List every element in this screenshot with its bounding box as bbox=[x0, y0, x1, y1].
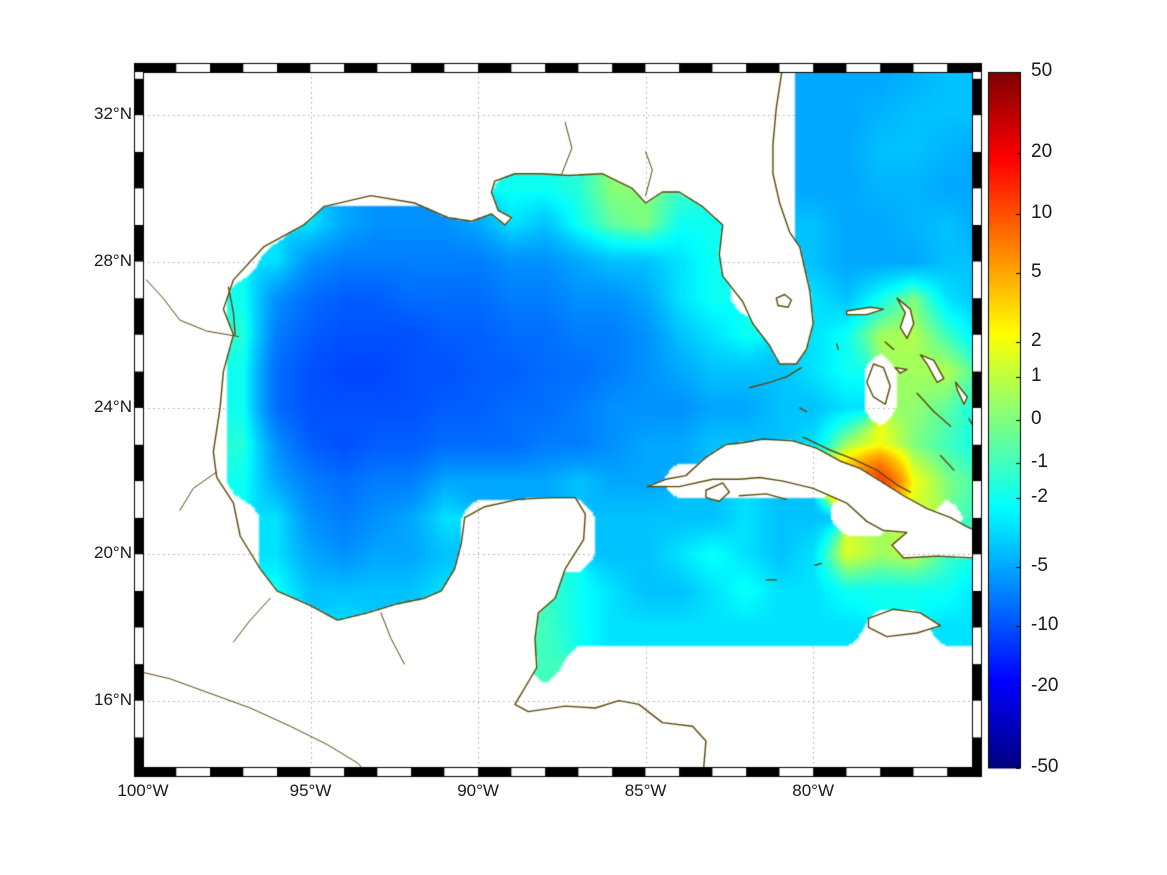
lat-tick-label: 20°N bbox=[94, 543, 132, 563]
lon-tick-label: 80°W bbox=[792, 781, 835, 800]
colorbar-tick-label: -1 bbox=[1031, 450, 1048, 472]
colorbar-tick-label: -5 bbox=[1031, 554, 1048, 576]
colorbar-tick-label: 1 bbox=[1031, 365, 1042, 387]
lat-tick-label: 32°N bbox=[94, 104, 132, 124]
lon-tick-label: 100°W bbox=[117, 781, 169, 800]
colorbar-tick-label: 0 bbox=[1031, 408, 1042, 429]
lat-tick-label: 24°N bbox=[94, 396, 132, 416]
colorbar-tick-label: 50 bbox=[1031, 60, 1053, 81]
colorbar-tick-label: -50 bbox=[1031, 756, 1059, 777]
lon-tick-label: 85°W bbox=[624, 781, 667, 800]
colorbar-tick-label: -10 bbox=[1031, 613, 1059, 635]
lat-tick-label: 16°N bbox=[94, 689, 132, 709]
colorbar-tick-label: 10 bbox=[1031, 202, 1053, 224]
colorbar-tick-label: -2 bbox=[1031, 486, 1048, 508]
lon-tick-label: 95°W bbox=[289, 781, 332, 800]
colorbar-tick-label: -20 bbox=[1031, 674, 1059, 696]
lat-tick-label: 28°N bbox=[94, 250, 132, 270]
colorbar-tick-label: 5 bbox=[1031, 261, 1042, 283]
colorbar-tick-label: 20 bbox=[1031, 141, 1053, 163]
colorbar-tick-label: 2 bbox=[1031, 329, 1042, 351]
lon-tick-label: 90°W bbox=[457, 781, 499, 800]
